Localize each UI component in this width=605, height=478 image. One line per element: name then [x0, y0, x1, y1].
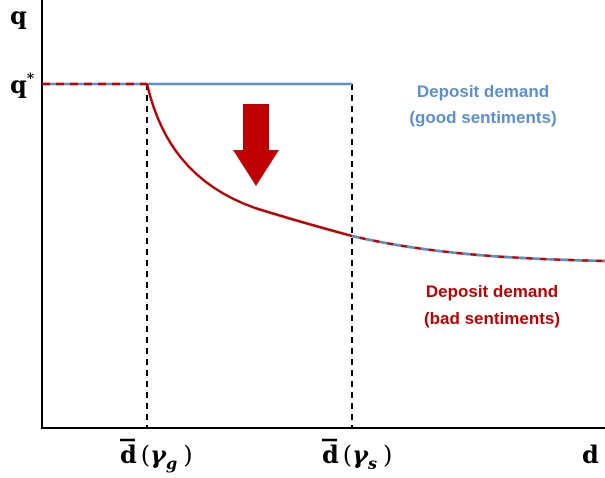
marker-sub: s	[367, 454, 377, 473]
marker-close: )	[183, 441, 192, 469]
y-axis-label: q	[10, 1, 27, 30]
x-marker-label: d (γg)	[120, 440, 193, 473]
marker-base: d	[120, 440, 137, 469]
marker-symbol: γ	[150, 440, 167, 469]
curve-label: (bad sentiments)	[424, 309, 560, 328]
marker-open: (	[343, 441, 352, 469]
q-star-label: q*	[10, 70, 35, 99]
down-arrow	[233, 104, 279, 186]
marker-symbol: γ	[352, 440, 369, 469]
q-star-base: q	[10, 70, 27, 99]
x-axis-label: d	[582, 440, 599, 469]
marker-base: d	[322, 440, 339, 469]
curve-label: Deposit demand	[417, 82, 549, 101]
x-markers: d (γg) d (γs)	[120, 438, 392, 473]
marker-close: )	[383, 441, 392, 469]
marker-sub: g	[166, 454, 177, 473]
q-star-sup: *	[27, 71, 35, 87]
curve-label: (good sentiments)	[409, 108, 556, 127]
marker-open: (	[141, 441, 150, 469]
x-marker-label: d (γs)	[322, 440, 392, 473]
curve-label: Deposit demand	[426, 282, 558, 301]
overlap-dash	[351, 234, 605, 263]
